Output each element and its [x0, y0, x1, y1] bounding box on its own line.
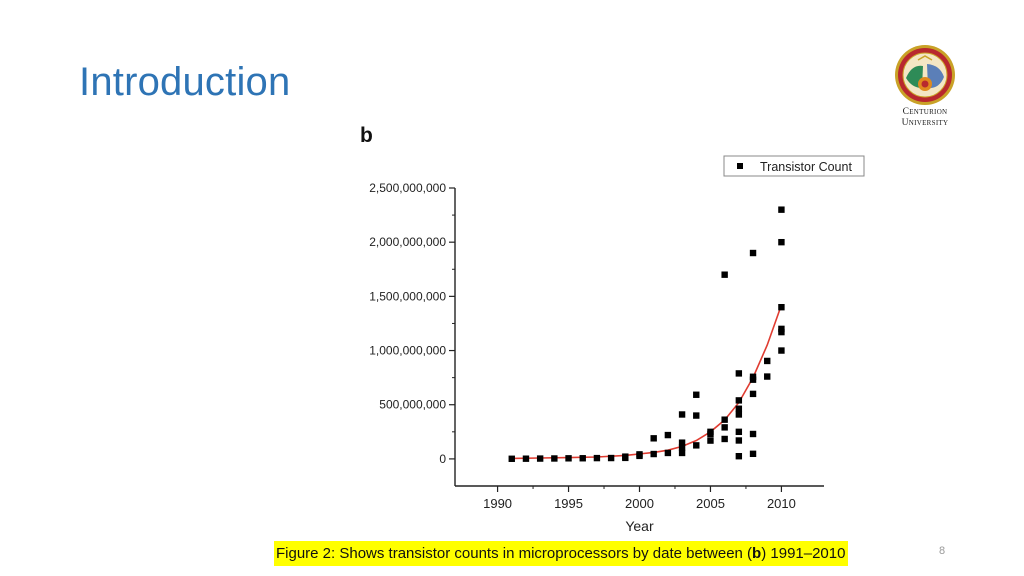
- y-tick-label: 1,000,000,000: [369, 344, 446, 358]
- data-point: [593, 454, 601, 462]
- data-point: [565, 455, 572, 462]
- data-point: [678, 411, 686, 418]
- legend-box: [723, 155, 865, 177]
- data-point: [749, 249, 757, 257]
- data-point: [778, 206, 785, 213]
- data-point: [678, 439, 686, 446]
- chart-legend: Transistor Count: [723, 155, 865, 177]
- data-point: [551, 455, 558, 462]
- data-point: [650, 435, 657, 442]
- data-point: [622, 453, 629, 460]
- x-tick-label: 2000: [625, 496, 654, 511]
- data-point: [508, 455, 515, 462]
- data-point: [764, 357, 771, 365]
- logo-text-line1: Centurion: [902, 107, 948, 117]
- data-point: [693, 442, 700, 449]
- data-point: [522, 455, 530, 462]
- data-point: [749, 390, 757, 398]
- data-point: [778, 304, 785, 311]
- x-tick-label: 1990: [483, 496, 512, 511]
- x-tick-label: 1995: [554, 496, 583, 511]
- university-logo: Centurion University: [893, 44, 957, 128]
- data-point: [579, 455, 586, 462]
- page-number: 8: [939, 545, 946, 557]
- data-point: [650, 450, 657, 458]
- data-point: [707, 437, 714, 444]
- y-tick-label: 2,000,000,000: [369, 235, 446, 249]
- legend-marker: [737, 163, 743, 169]
- legend-label: Transistor Count: [760, 160, 852, 174]
- y-tick-label: 500,000,000: [379, 398, 446, 412]
- figure-panel-label: b: [360, 124, 373, 147]
- x-tick-label: 2010: [767, 496, 796, 511]
- data-point: [749, 373, 757, 380]
- caption-prefix: Figure 2: Shows transistor counts in mic…: [276, 545, 753, 562]
- data-point: [678, 449, 686, 457]
- data-point: [664, 431, 672, 439]
- data-point: [735, 411, 743, 418]
- data-point: [607, 454, 615, 462]
- figure-caption: Figure 2: Shows transistor counts in mic…: [274, 541, 849, 566]
- data-point: [735, 397, 743, 404]
- data-point: [664, 449, 672, 457]
- caption-bold: b: [752, 545, 762, 562]
- y-tick-label: 1,500,000,000: [369, 289, 446, 303]
- logo-text-line2: University: [901, 118, 949, 128]
- data-point: [735, 453, 743, 460]
- trend-line: [511, 304, 783, 460]
- caption-suffix: ) 1991–2010: [761, 545, 846, 562]
- slide-title: Introduction: [79, 60, 291, 104]
- data-point: [721, 416, 728, 423]
- data-point: [749, 450, 757, 458]
- data-point: [636, 451, 643, 458]
- data-point: [735, 370, 743, 377]
- data-point: [678, 444, 686, 451]
- data-point: [778, 238, 785, 246]
- x-tick-label: 2005: [696, 496, 725, 511]
- data-point: [778, 325, 785, 333]
- data-point: [764, 373, 771, 380]
- y-tick-label: 0: [439, 452, 446, 466]
- data-point: [536, 455, 544, 462]
- university-seal-icon: [895, 45, 955, 105]
- data-point: [721, 435, 728, 443]
- data-point: [735, 437, 743, 444]
- data-point: [735, 428, 743, 436]
- data-point: [721, 271, 728, 278]
- data-point: [749, 430, 757, 438]
- data-point: [735, 405, 743, 412]
- data-point: [693, 412, 700, 419]
- data-point: [778, 347, 785, 354]
- data-point: [693, 391, 700, 398]
- y-tick-label: 2,500,000,000: [369, 181, 446, 195]
- x-axis-label: Year: [625, 518, 654, 534]
- data-point: [721, 424, 728, 431]
- data-point: [778, 328, 785, 336]
- transistor-count-chart: 0 500,000,000 1,000,000,000 1,500,000,000 2,…: [369, 155, 865, 534]
- data-point: [707, 428, 714, 436]
